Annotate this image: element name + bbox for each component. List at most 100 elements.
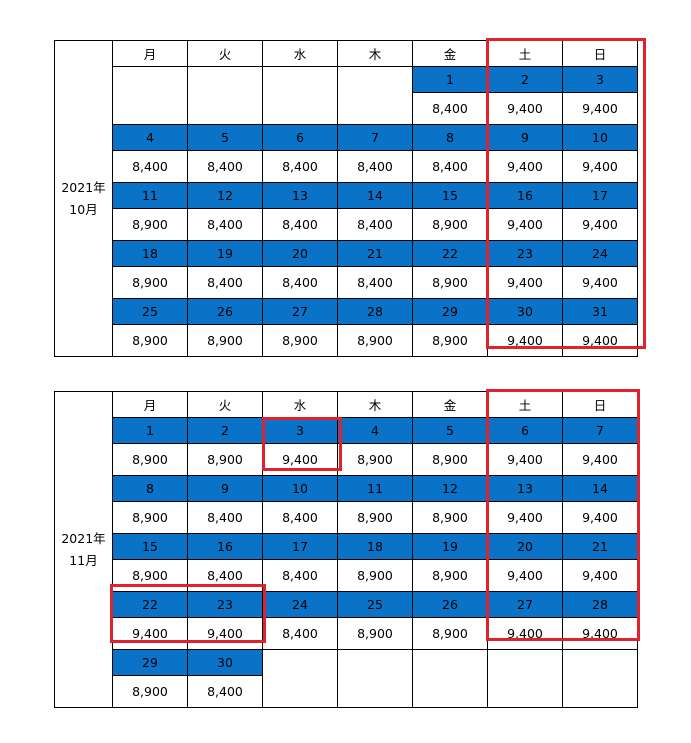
day-number: 18: [112, 240, 188, 267]
day-number: 21: [562, 533, 638, 560]
price-cell: 9,400: [487, 266, 563, 299]
day-number: 18: [337, 533, 413, 560]
day-number: 2: [187, 417, 263, 444]
price-cell: 8,400: [262, 559, 338, 592]
day-number: 3: [262, 417, 338, 444]
price-cell: 9,400: [262, 443, 338, 476]
day-number-row: 25 26 27 28 29 30 31: [55, 298, 638, 325]
price-cell: 9,400: [562, 92, 638, 125]
day-number: 20: [487, 533, 563, 560]
day-number-row: 18 19 20 21 22 23 24: [55, 240, 638, 267]
weekday-sat: 土: [487, 40, 563, 67]
day-number: 9: [187, 475, 263, 502]
day-number: 9: [487, 124, 563, 151]
day-number: 14: [562, 475, 638, 502]
day-number-row: 4 5 6 7 8 9 10: [55, 124, 638, 151]
price-cell: 8,900: [337, 559, 413, 592]
weekday-fri: 金: [412, 40, 488, 67]
weekday-sun: 日: [562, 391, 638, 418]
day-number: 26: [187, 298, 263, 325]
month-label-year: 2021年: [61, 179, 106, 195]
price-row: 8,900 8,900 8,900 8,900 8,900 9,400 9,40…: [55, 324, 638, 357]
price-cell: 9,400: [562, 617, 638, 650]
price-cell: 8,400: [412, 150, 488, 183]
price-cell: 8,900: [337, 617, 413, 650]
day-number: 17: [562, 182, 638, 209]
weekday-tue: 火: [187, 40, 263, 67]
price-cell: 8,400: [262, 617, 338, 650]
price-cell: 9,400: [562, 266, 638, 299]
month-label-year: 2021年: [61, 530, 106, 546]
weekday-sun: 日: [562, 40, 638, 67]
day-number: 31: [562, 298, 638, 325]
price-cell: 8,900: [112, 324, 188, 357]
day-number-row: 1 2 3 4 5 6 7: [55, 417, 638, 444]
price-cell: 8,400: [262, 501, 338, 534]
day-number: 24: [262, 591, 338, 618]
price-cell: 8,900: [187, 324, 263, 357]
day-number-row: 22 23 24 25 26 27 28: [55, 591, 638, 618]
price-cell: 9,400: [487, 92, 563, 125]
price-row: 8,900 8,400 8,400 8,400 8,900 9,400 9,40…: [55, 208, 638, 241]
price-cell: 9,400: [562, 324, 638, 357]
day-number: 16: [187, 533, 263, 560]
day-number: 28: [562, 591, 638, 618]
day-number: 24: [562, 240, 638, 267]
price-cell: 9,400: [487, 501, 563, 534]
day-number: 27: [262, 298, 338, 325]
price-cell: 8,900: [112, 266, 188, 299]
day-number-row: 15 16 17 18 19 20 21: [55, 533, 638, 560]
day-number: 12: [187, 182, 263, 209]
empty-cell: [262, 649, 338, 708]
price-cell: 9,400: [112, 617, 188, 650]
day-number: 22: [112, 591, 188, 618]
weekday-sat: 土: [487, 391, 563, 418]
day-number: 11: [112, 182, 188, 209]
day-number: 4: [112, 124, 188, 151]
day-number-row: 8 9 10 11 12 13 14: [55, 475, 638, 502]
day-number: 5: [412, 417, 488, 444]
month-label-month: 11月: [69, 552, 98, 568]
price-cell: 9,400: [562, 443, 638, 476]
price-cell: 8,900: [412, 266, 488, 299]
month-label: 2021年 10月: [54, 40, 113, 357]
price-row: 8,900 8,400: [55, 675, 638, 708]
empty-cell: [262, 66, 338, 125]
day-number: 23: [187, 591, 263, 618]
day-number: 15: [412, 182, 488, 209]
price-cell: 9,400: [562, 208, 638, 241]
day-number: 17: [262, 533, 338, 560]
price-cell: 8,900: [112, 208, 188, 241]
price-cell: 8,400: [187, 501, 263, 534]
day-number: 11: [337, 475, 413, 502]
weekday-thu: 木: [337, 391, 413, 418]
weekday-tue: 火: [187, 391, 263, 418]
price-cell: 8,900: [187, 443, 263, 476]
price-row: 9,400 9,400 8,400 8,900 8,900 9,400 9,40…: [55, 617, 638, 650]
price-cell: 8,900: [112, 675, 188, 708]
price-row: 8,900 8,900 9,400 8,900 8,900 9,400 9,40…: [55, 443, 638, 476]
weekday-wed: 水: [262, 391, 338, 418]
day-number: 14: [337, 182, 413, 209]
price-cell: 8,900: [412, 208, 488, 241]
price-cell: 8,400: [112, 150, 188, 183]
day-number: 28: [337, 298, 413, 325]
price-cell: 9,400: [487, 617, 563, 650]
day-number: 25: [112, 298, 188, 325]
weekday-mon: 月: [112, 40, 188, 67]
empty-cell: [562, 649, 638, 708]
month-label: 2021年 11月: [54, 391, 113, 708]
day-number: 13: [487, 475, 563, 502]
day-number: 30: [487, 298, 563, 325]
empty-cell: [187, 66, 263, 125]
day-number: 22: [412, 240, 488, 267]
price-cell: 8,400: [187, 559, 263, 592]
empty-cell: [412, 649, 488, 708]
price-row: 8,900 8,400 8,400 8,900 8,900 9,400 9,40…: [55, 501, 638, 534]
day-number: 2: [487, 66, 563, 93]
day-number: 30: [187, 649, 263, 676]
day-number: 23: [487, 240, 563, 267]
price-cell: 8,900: [412, 559, 488, 592]
price-cell: 8,400: [262, 208, 338, 241]
calendar-october-2021: 2021年 10月 月 火 水 木 金 土 日 1 2 3 8,400 9,40…: [54, 40, 638, 357]
